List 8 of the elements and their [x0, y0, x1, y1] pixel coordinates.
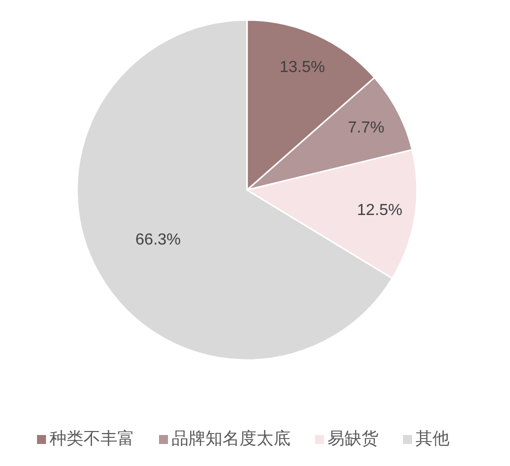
data-label: 7.7%	[348, 119, 384, 136]
legend-label: 品牌知名度太底	[172, 429, 290, 448]
legend-label: 种类不丰富	[50, 429, 134, 448]
legend-label: 其他	[416, 429, 450, 448]
data-label: 13.5%	[280, 59, 325, 76]
data-label: 12.5%	[357, 202, 402, 220]
legend-label: 易缺货	[328, 429, 378, 448]
data-label: 66.3%	[135, 231, 181, 248]
